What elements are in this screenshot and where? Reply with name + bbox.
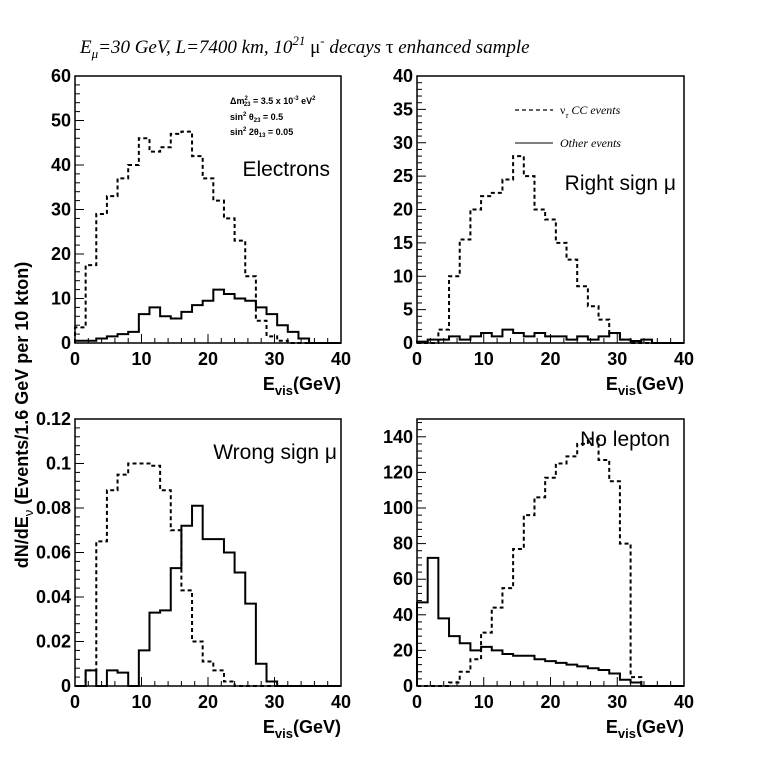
oscillation-parameters: Δm2 23 = 3.5 x 10-3 eV2 sin2 θ23 = 0.5 si… [230,96,316,139]
x-tick-label: 0 [70,349,80,369]
x-axis-label: Evis(GeV) [606,374,684,398]
y-tick-label: 80 [393,534,413,554]
legend: ντ CC events Other events [515,103,621,150]
panel-title: Wrong sign μ [213,441,337,464]
x-tick-label: 30 [264,692,284,712]
y-tick-label: 0.02 [36,632,71,652]
y-tick-label: 40 [51,155,71,175]
x-tick-label: 10 [474,692,494,712]
y-tick-label: 40 [393,66,413,86]
y-tick-label: 0 [403,333,413,353]
y-tick-label: 25 [393,166,413,186]
x-tick-label: 40 [331,349,351,369]
x-axis-label: Evis(GeV) [263,374,341,398]
param-dm23: Δm2 23 = 3.5 x 10-3 eV2 [230,96,316,108]
param-sin-theta23: sin2 θ23 = 0.5 [230,112,283,124]
panel-electrons: 0 10 20 30 40 0 10 20 30 40 50 60 Evis(GeV) Electrons [51,66,351,398]
x-tick-label: 20 [540,349,560,369]
x-tick-label: 20 [198,349,218,369]
x-tick-label: 10 [474,349,494,369]
legend-nutau-cc-label: ντ CC events [560,103,621,120]
y-tick-label: 0.1 [46,454,71,474]
series-other-line [416,556,684,687]
y-tick-label: 20 [393,200,413,220]
panel-title: Electrons [242,158,330,181]
series-nutau-cc-line [75,462,341,687]
panel-right-sign-mu: 0 10 20 30 40 0 5 10 15 20 25 30 35 40 Evis(GeV) Right … [393,66,694,398]
x-axis-label: Evis(GeV) [606,717,684,741]
y-tick-label: 5 [403,300,413,320]
panel-title: No lepton [580,428,670,451]
x-tick-label: 40 [331,692,351,712]
y-tick-label: 0 [61,676,71,696]
y-tick-label: 140 [383,427,413,447]
y-tick-label: 40 [393,605,413,625]
y-tick-label: 10 [51,289,71,309]
y-tick-label: 10 [393,266,413,286]
y-tick-label: 50 [51,111,71,131]
series-nutau-cc-line [417,155,684,344]
y-tick-label: 35 [393,99,413,119]
y-tick-label: 0.04 [36,587,71,607]
param-sin-2theta13: sin2 2θ13 = 0.05 [230,127,293,139]
y-tick-label: 20 [51,244,71,264]
panel-no-lepton: 0 10 20 30 40 0 20 40 60 80 100 120 140 Evis(GeV) No l… [383,418,694,741]
x-tick-label: 0 [412,692,422,712]
panel-title: Right sign μ [565,172,676,195]
x-tick-label: 40 [674,692,694,712]
x-tick-label: 30 [607,349,627,369]
y-axis-label: dN/dEν (Events/1.6 GeV per 10 kton) [12,262,36,569]
y-tick-label: 20 [393,640,413,660]
x-axis-label: Evis(GeV) [263,717,341,741]
legend-other-label: Other events [560,136,621,150]
y-tick-label: 100 [383,498,413,518]
x-tick-label: 20 [540,692,560,712]
series-other-line [74,288,341,344]
y-tick-label: 30 [51,200,71,220]
figure-title: Eμ=30 GeV, L=7400 km, 1021 μ- decays τ e… [79,33,530,61]
series-nutau-cc-line [417,437,684,687]
plot-frame [416,418,685,687]
y-tick-label: 0 [403,676,413,696]
plot-frame [74,75,342,344]
panel-wrong-sign-mu: 0 10 20 30 40 0 0.02 0.04 0.06 0.08 0.1 0.12 Evis(Ge… [36,409,351,741]
y-tick-label: 0.12 [36,409,71,429]
y-tick-label: 30 [393,133,413,153]
y-tick-label: 0.06 [36,543,71,563]
x-tick-label: 20 [198,692,218,712]
x-tick-label: 30 [607,692,627,712]
x-tick-label: 0 [412,349,422,369]
x-tick-label: 10 [131,692,151,712]
y-tick-label: 60 [393,569,413,589]
y-tick-label: 15 [393,233,413,253]
y-tick-label: 0 [61,333,71,353]
y-tick-label: 120 [383,462,413,482]
series-other-line [75,504,341,687]
series-nutau-cc-line [74,130,341,344]
y-tick-label: 60 [51,66,71,86]
plot-frame [416,75,685,344]
x-tick-label: 40 [674,349,694,369]
x-tick-label: 0 [70,692,80,712]
x-tick-label: 30 [264,349,284,369]
y-tick-label: 0.08 [36,498,71,518]
x-tick-label: 10 [131,349,151,369]
